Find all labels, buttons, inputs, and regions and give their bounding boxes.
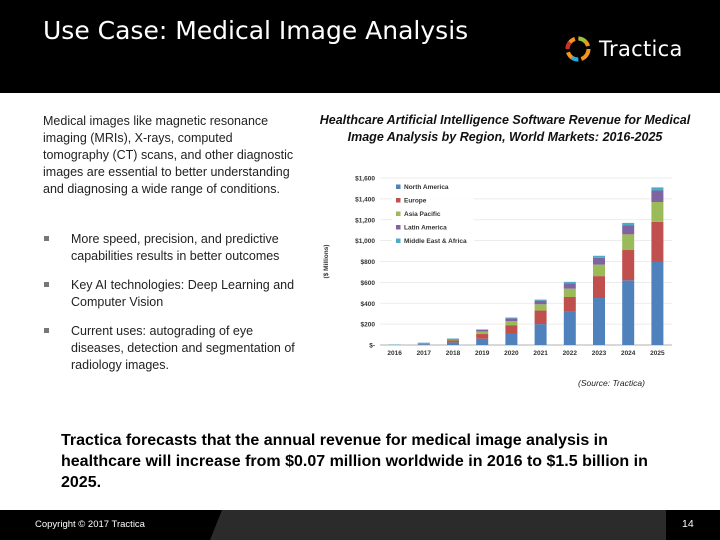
bar-segment <box>417 343 430 345</box>
y-tick-label: $1,200 <box>355 217 375 224</box>
y-tick-label: $800 <box>361 259 376 266</box>
intro-paragraph: Medical images like magnetic resonance i… <box>43 114 294 196</box>
legend-label: Europe <box>404 198 427 205</box>
x-tick-label: 2020 <box>504 350 519 357</box>
bullet-text: Key AI technologies: Deep Learning and C… <box>71 278 295 309</box>
legend-swatch <box>396 184 401 189</box>
square-bullet-icon <box>44 236 49 241</box>
y-tick-label: $1,400 <box>355 196 375 203</box>
x-tick-label: 2022 <box>563 350 578 357</box>
y-axis-label: ($ Millions) <box>323 245 330 279</box>
legend-box <box>392 182 474 254</box>
x-tick-label: 2016 <box>387 350 402 357</box>
legend-swatch <box>396 198 401 203</box>
footer-accent <box>210 510 666 540</box>
page-number: 14 <box>682 518 694 530</box>
bullet-item: Key AI technologies: Deep Learning and C… <box>43 277 298 311</box>
y-tick-label: $- <box>369 343 375 350</box>
slide-title: Use Case: Medical Image Analysis <box>43 16 469 45</box>
logo-wordmark: Tractica <box>599 37 683 61</box>
bar-segment <box>505 318 518 321</box>
bar-segment <box>476 329 489 332</box>
legend-label: North America <box>404 184 449 191</box>
bar-segment <box>622 225 635 235</box>
x-tick-label: 2018 <box>446 350 461 357</box>
tractica-logo-icon <box>565 36 591 62</box>
bar-segment <box>417 344 430 345</box>
x-tick-label: 2017 <box>417 350 432 357</box>
bar-segment <box>563 283 576 289</box>
bar-segment <box>476 329 489 330</box>
bar-segment <box>622 280 635 345</box>
bar-segment <box>505 325 518 334</box>
bar-segment <box>563 288 576 297</box>
legend-label: Latin America <box>404 225 447 232</box>
bar-segment <box>651 221 664 262</box>
chart-source: (Source: Tractica) <box>578 378 645 388</box>
summary-text: Tractica forecasts that the annual reven… <box>61 432 648 491</box>
y-tick-label: $200 <box>361 322 376 329</box>
bar-segment <box>651 202 664 222</box>
y-tick-label: $1,600 <box>355 176 375 183</box>
bar-segment <box>593 257 605 265</box>
bullet-text: Current uses: autograding of eye disease… <box>71 324 295 372</box>
bar-segment <box>505 333 518 345</box>
legend-label: Asia Pacific <box>404 211 441 218</box>
bullet-item: More speed, precision, and predictive ca… <box>43 231 298 265</box>
bar-segment <box>476 331 489 335</box>
bar-segment <box>476 338 489 345</box>
bar-segment <box>622 234 635 251</box>
bar-segment <box>447 339 459 341</box>
bar-segment <box>651 187 664 191</box>
x-tick-label: 2025 <box>650 350 665 357</box>
revenue-chart: ($ Millions) $- $200 $400 $600 $800 $1,000 $1,2… <box>323 176 672 357</box>
tractica-logo: Tractica <box>563 32 683 66</box>
bar-segment <box>534 324 547 345</box>
bar-segment <box>593 255 605 258</box>
y-tick-label: $600 <box>361 280 376 287</box>
y-tick-label: $1,000 <box>355 238 375 245</box>
bar-segment <box>447 342 459 345</box>
bar-segment <box>563 296 576 312</box>
bar-segment <box>476 334 489 339</box>
bar-segment <box>447 340 459 343</box>
bar-segment <box>505 320 518 326</box>
title-bar <box>0 0 720 93</box>
bar-segment <box>651 261 664 345</box>
bar-segment <box>563 311 576 345</box>
square-bullet-icon <box>44 282 49 287</box>
bar-segment <box>622 222 635 226</box>
square-bullet-icon <box>44 328 49 333</box>
legend-label: Middle East & Africa <box>404 238 467 245</box>
bullet-text: More speed, precision, and predictive ca… <box>71 232 280 263</box>
bullet-list: More speed, precision, and predictive ca… <box>43 231 298 374</box>
x-tick-label: 2024 <box>621 350 636 357</box>
bar-segment <box>534 310 547 325</box>
bullet-item: Current uses: autograding of eye disease… <box>43 323 298 374</box>
legend-swatch <box>396 211 401 216</box>
bar-segment <box>505 317 518 319</box>
bar-segment <box>593 298 605 345</box>
bar-segment <box>593 276 605 299</box>
copyright-text: Copyright © 2017 Tractica <box>35 519 145 530</box>
legend-swatch <box>396 238 401 243</box>
bar-segment <box>534 300 547 305</box>
bar-segment <box>534 299 547 301</box>
bar-segment <box>563 281 576 284</box>
bar-segment <box>447 338 459 340</box>
x-tick-label: 2021 <box>533 350 548 357</box>
bar-segment <box>651 190 664 203</box>
x-tick-label: 2023 <box>592 350 607 357</box>
bar-segment <box>622 250 635 281</box>
x-tick-label: 2019 <box>475 350 490 357</box>
y-tick-label: $400 <box>361 301 376 308</box>
chart-title: Healthcare Artificial Intelligence Softw… <box>319 113 691 144</box>
legend-swatch <box>396 225 401 230</box>
bar-segment <box>593 264 605 277</box>
bar-segment <box>534 304 547 311</box>
